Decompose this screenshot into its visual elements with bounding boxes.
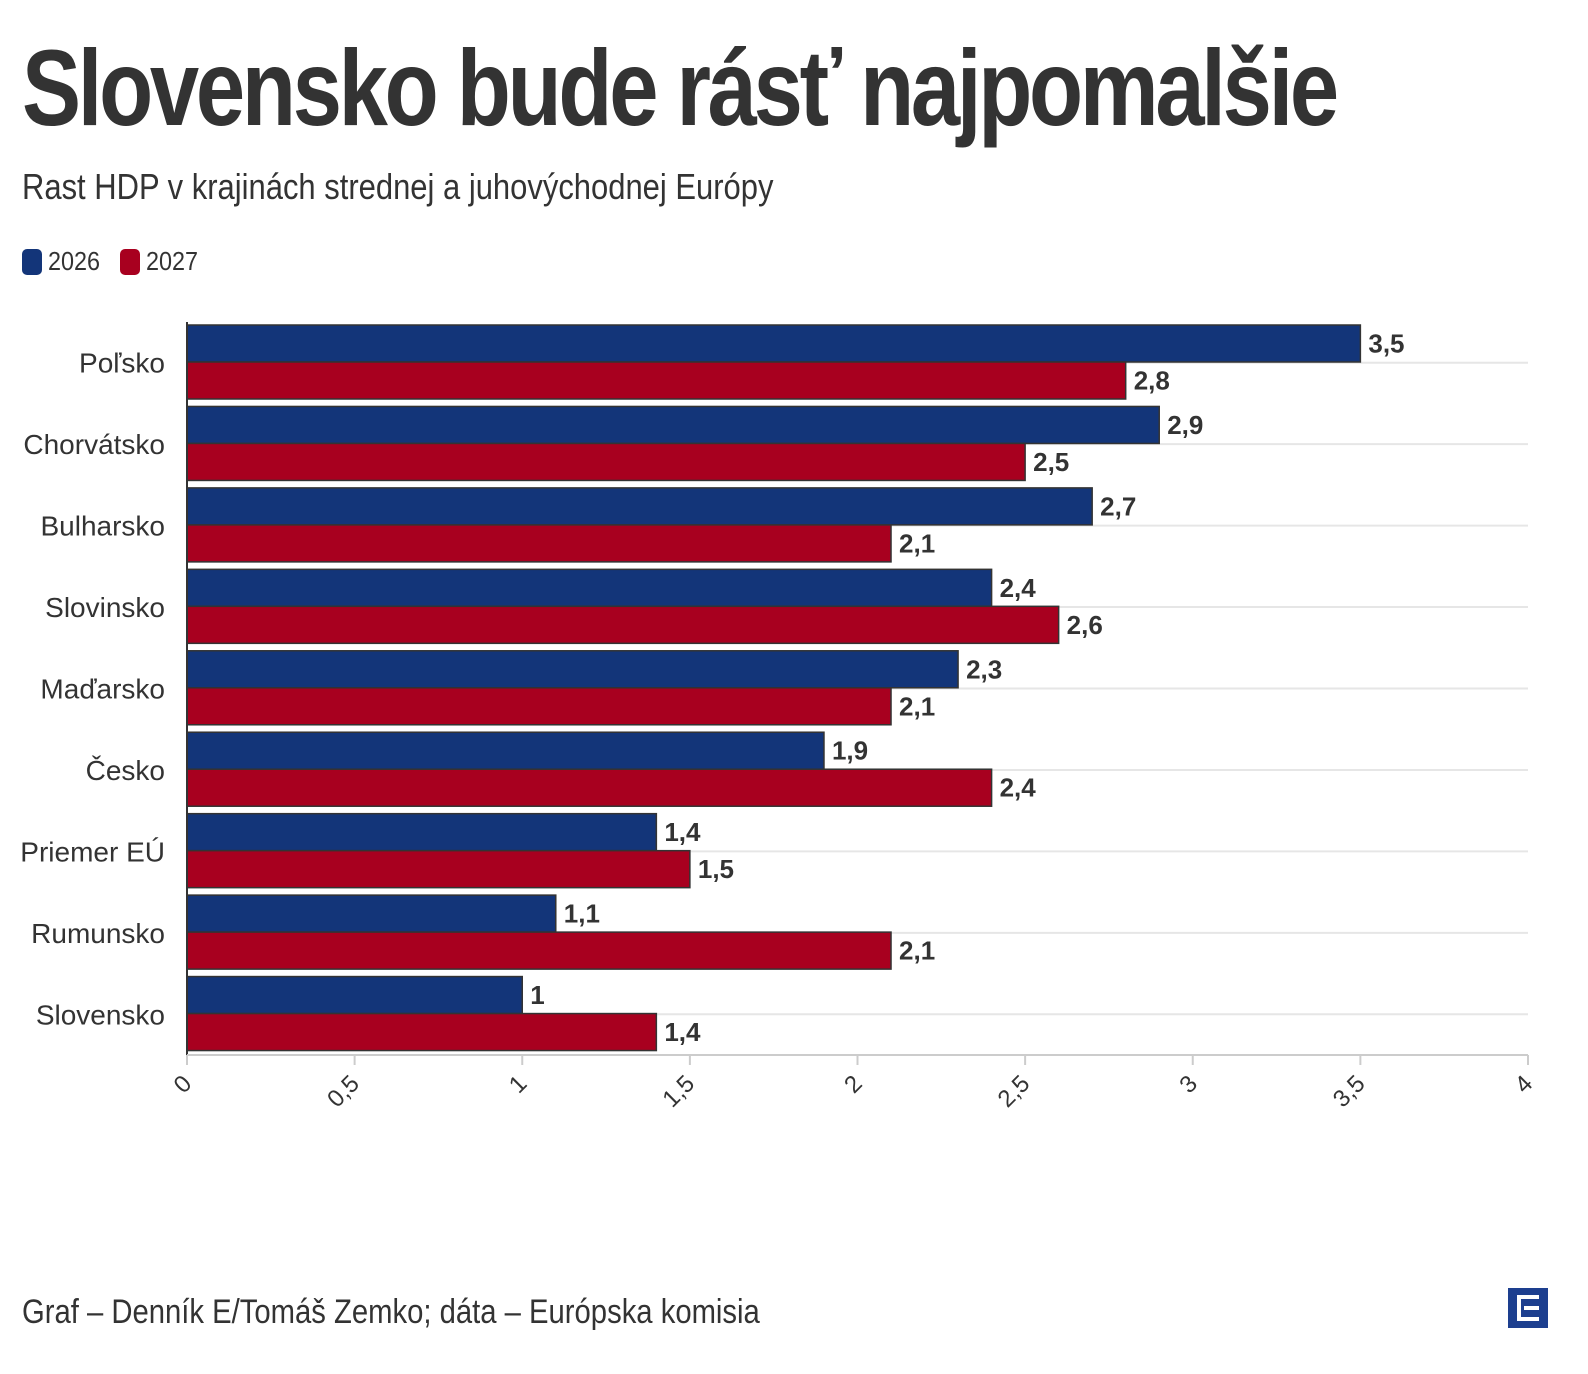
x-tick-label: 0,5 xyxy=(322,1070,365,1113)
bar-2027[interactable] xyxy=(186,1012,658,1052)
data-label-2027: 2,1 xyxy=(899,691,935,721)
data-label-2027: 1,5 xyxy=(698,854,734,884)
data-label-2026: 2,7 xyxy=(1100,491,1136,521)
category-label: Poľsko xyxy=(79,348,165,379)
data-label-2026: 1,9 xyxy=(832,736,868,766)
data-label-2027: 2,1 xyxy=(899,936,935,966)
legend-label-2026: 2026 xyxy=(48,246,101,276)
legend-swatch-2027 xyxy=(119,248,140,275)
x-tick-label: 2,5 xyxy=(993,1070,1036,1113)
bar-2026[interactable] xyxy=(186,487,1093,526)
x-tick-label: 1,5 xyxy=(657,1070,700,1113)
x-tick-label: 4 xyxy=(1510,1070,1539,1099)
data-label-2027: 2,4 xyxy=(1000,773,1037,803)
data-label-2027: 2,5 xyxy=(1033,447,1069,477)
source-credit: Graf – Denník E/Tomáš Zemko; dáta – Euró… xyxy=(22,1293,760,1331)
chart-title: Slovensko bude rásť najpomalšie xyxy=(22,27,1339,148)
bar-2026[interactable] xyxy=(186,324,1362,363)
category-label: Maďarsko xyxy=(40,674,165,705)
bar-2026[interactable] xyxy=(186,731,825,770)
bar-2027[interactable] xyxy=(186,605,1060,645)
bar-2027[interactable] xyxy=(186,768,993,807)
data-label-2026: 2,9 xyxy=(1167,410,1203,440)
chart-subtitle: Rast HDP v krajinách strednej a juhových… xyxy=(22,166,774,207)
bar-2026[interactable] xyxy=(186,650,959,689)
data-label-2026: 1,4 xyxy=(664,817,701,847)
bar-2027[interactable] xyxy=(186,361,1127,400)
bar-2027[interactable] xyxy=(186,687,892,726)
category-label: Chorvátsko xyxy=(23,429,165,460)
legend-item-2027[interactable]: 2027 xyxy=(119,246,204,277)
data-label-2026: 3,5 xyxy=(1368,329,1404,359)
bar-2027[interactable] xyxy=(186,931,892,970)
x-tick-label: 1 xyxy=(504,1070,533,1099)
bar-2026[interactable] xyxy=(186,405,1160,445)
x-tick-label: 2 xyxy=(839,1070,868,1099)
category-label: Priemer EÚ xyxy=(20,836,165,867)
bar-2026[interactable] xyxy=(186,812,658,852)
category-label: Rumunsko xyxy=(31,918,165,949)
data-label-2026: 1,1 xyxy=(564,899,600,929)
category-label: Slovensko xyxy=(36,999,165,1030)
data-label-2026: 2,3 xyxy=(966,654,1002,684)
x-tick-label: 0 xyxy=(169,1070,198,1099)
data-label-2027: 2,6 xyxy=(1067,610,1103,640)
data-label-2027: 2,1 xyxy=(899,528,935,558)
bar-2027[interactable] xyxy=(186,524,892,563)
bar-2026[interactable] xyxy=(186,894,557,933)
dennik-e-logo-icon[interactable] xyxy=(1508,1288,1548,1328)
x-tick-label: 3 xyxy=(1174,1070,1203,1099)
dennik-e-logo-glyph xyxy=(1517,1295,1539,1321)
data-label-2027: 2,8 xyxy=(1134,366,1170,396)
category-label: Česko xyxy=(86,755,165,786)
bar-2026[interactable] xyxy=(186,568,993,608)
bar-2027[interactable] xyxy=(186,442,1026,482)
legend: 2026 2027 xyxy=(22,246,204,277)
bar-chart: 3,5 2,8 Poľsko 2,9 2,5 Chorvátsko 2,7 2,1 Bulhar… xyxy=(20,322,1539,1113)
category-label: Slovinsko xyxy=(45,592,165,623)
data-label-2026: 2,4 xyxy=(1000,573,1037,603)
data-label-2026: 1 xyxy=(530,980,544,1010)
bar-2027[interactable] xyxy=(186,849,691,889)
data-label-2027: 1,4 xyxy=(664,1017,701,1047)
legend-label-2027: 2027 xyxy=(145,246,198,276)
category-label: Bulharsko xyxy=(40,511,165,542)
bar-2026[interactable] xyxy=(186,975,523,1015)
legend-swatch-2026 xyxy=(22,248,42,275)
x-tick-label: 3,5 xyxy=(1328,1070,1371,1113)
legend-item-2026[interactable]: 2026 xyxy=(22,246,106,277)
